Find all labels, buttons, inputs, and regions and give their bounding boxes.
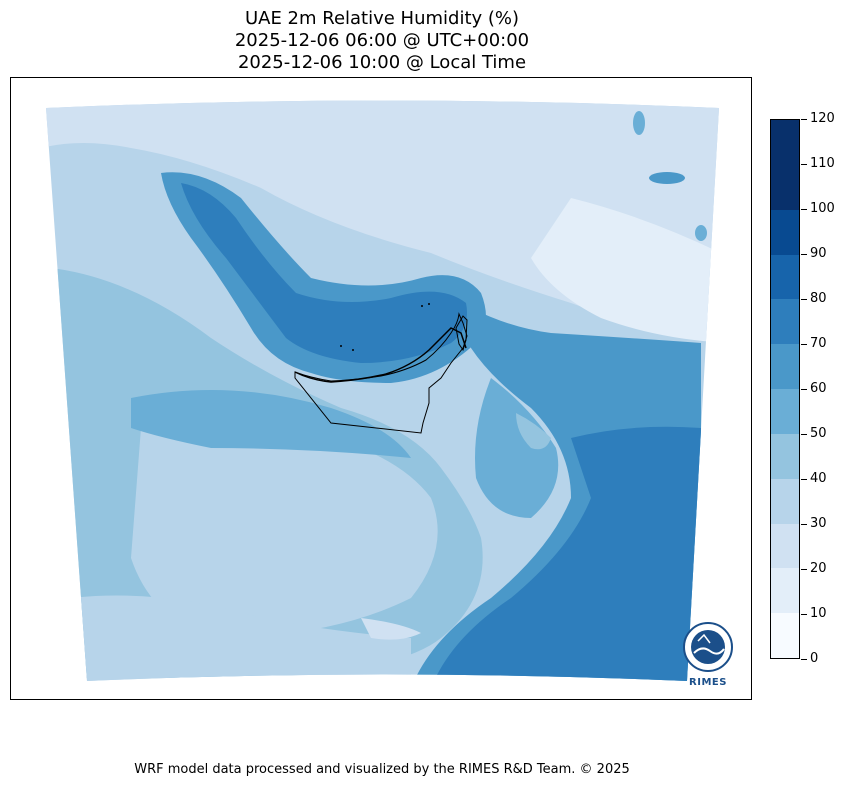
oman-coast-light — [475, 378, 559, 518]
oman-mountains — [516, 413, 551, 450]
region-southwest-light — [71, 595, 411, 681]
musandam-peninsula — [455, 315, 468, 352]
region-northeast-lightest — [531, 198, 719, 343]
colorbar-tick-label: 110 — [810, 156, 835, 171]
colorbar-tick — [801, 298, 807, 300]
colorbar-tick-label: 80 — [810, 291, 827, 306]
map-panel — [10, 77, 752, 700]
colorbar-band — [771, 568, 799, 614]
uae-coastline — [294, 327, 467, 383]
colorbar-band — [771, 120, 799, 165]
humidity-map — [46, 100, 719, 681]
footer-credit: WRF model data processed and visualized … — [134, 762, 630, 777]
island-marker — [340, 345, 342, 347]
patch-northeast — [633, 111, 645, 135]
colorbar-tick — [801, 613, 807, 615]
region-south-interior — [131, 420, 438, 638]
patch-east-dark — [649, 172, 685, 184]
colorbar-tick — [801, 478, 807, 480]
colorbar — [770, 119, 800, 659]
colorbar-tick — [801, 523, 807, 525]
colorbar-band — [771, 254, 799, 300]
colorbar-band — [771, 209, 799, 255]
colorbar-tick-label: 20 — [810, 561, 827, 576]
arabian-gulf-core — [181, 183, 467, 363]
colorbar-band — [771, 433, 799, 479]
colorbar-tick-label: 90 — [810, 246, 827, 261]
colorbar-band — [771, 478, 799, 524]
colorbar-tick — [801, 253, 807, 255]
rimes-logo-text: RIMES — [689, 677, 727, 688]
region-south-lightest — [361, 618, 421, 640]
colorbar-tick-label: 30 — [810, 516, 827, 531]
island-marker — [352, 349, 354, 351]
colorbar-tick-label: 60 — [810, 381, 827, 396]
island-marker — [428, 303, 430, 305]
island-marker — [421, 305, 423, 307]
colorbar-band — [771, 613, 799, 658]
colorbar-tick-label: 100 — [810, 201, 835, 216]
arabian-sea — [431, 426, 701, 681]
colorbar-band — [771, 299, 799, 345]
colorbar-band — [771, 389, 799, 434]
colorbar-tick — [801, 208, 807, 210]
map-title-line1: UAE 2m Relative Humidity (%) — [244, 8, 520, 29]
region-band-medium — [131, 390, 411, 458]
colorbar-band — [771, 344, 799, 390]
colorbar-tick — [801, 433, 807, 435]
colorbar-tick — [801, 163, 807, 165]
rimes-logo — [676, 617, 740, 691]
colorbar-tick — [801, 118, 807, 120]
map-title-line2: 2025-12-06 06:00 @ UTC+00:00 — [234, 30, 530, 51]
colorbar-tick — [801, 388, 807, 390]
patch-east-edge — [695, 225, 707, 241]
colorbar-band — [771, 523, 799, 569]
colorbar-tick-label: 0 — [810, 651, 819, 666]
colorbar-tick — [801, 658, 807, 660]
colorbar-tick-label: 120 — [810, 111, 835, 126]
colorbar-band — [771, 164, 799, 210]
colorbar-tick-label: 50 — [810, 426, 827, 441]
colorbar-tick-label: 40 — [810, 471, 827, 486]
colorbar-tick — [801, 343, 807, 345]
map-title-line3: 2025-12-06 10:00 @ Local Time — [237, 52, 527, 73]
colorbar-tick — [801, 568, 807, 570]
colorbar-tick-label: 10 — [810, 606, 827, 621]
colorbar-tick-label: 70 — [810, 336, 827, 351]
